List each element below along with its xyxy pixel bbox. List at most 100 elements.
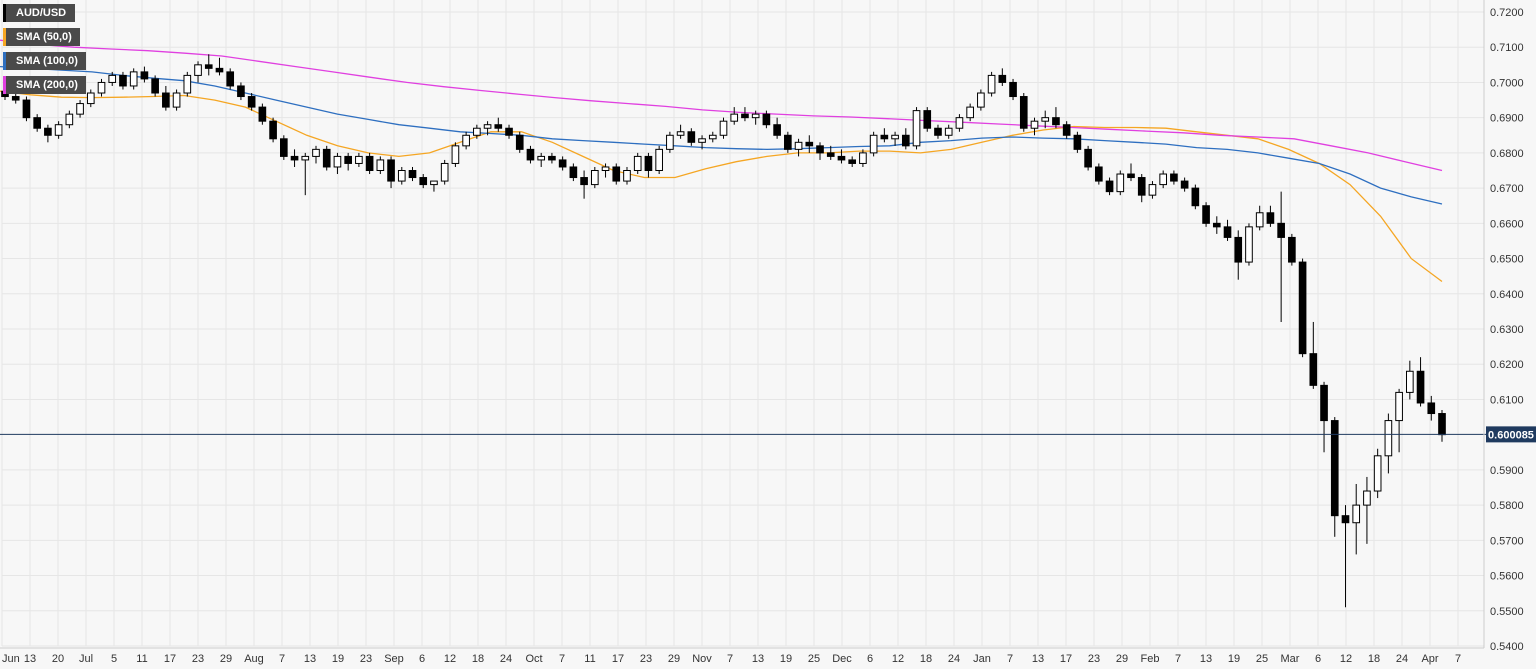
- candle[interactable]: [108, 71, 117, 86]
- candle[interactable]: [837, 149, 846, 164]
- legend-symbol[interactable]: AUD/USD: [3, 4, 75, 22]
- candle[interactable]: [612, 163, 621, 185]
- candle[interactable]: [462, 131, 470, 150]
- candle[interactable]: [762, 110, 771, 129]
- candle[interactable]: [666, 131, 674, 153]
- candle[interactable]: [86, 89, 95, 108]
- candle[interactable]: [494, 117, 503, 132]
- candle[interactable]: [237, 82, 245, 101]
- candle[interactable]: [1298, 258, 1307, 358]
- candle[interactable]: [1427, 395, 1436, 421]
- candle[interactable]: [537, 152, 546, 167]
- candle[interactable]: [1062, 121, 1071, 139]
- candle[interactable]: [1438, 410, 1446, 442]
- candle[interactable]: [1416, 357, 1425, 407]
- candle[interactable]: [430, 180, 438, 192]
- candle[interactable]: [162, 85, 170, 111]
- candle[interactable]: [258, 103, 267, 125]
- candle[interactable]: [376, 156, 385, 175]
- candle[interactable]: [1406, 360, 1414, 400]
- candle[interactable]: [601, 163, 610, 178]
- candle[interactable]: [215, 57, 224, 76]
- candle[interactable]: [805, 135, 814, 153]
- candle[interactable]: [65, 110, 74, 129]
- candle[interactable]: [794, 138, 803, 157]
- candle[interactable]: [226, 68, 235, 90]
- candle[interactable]: [590, 166, 599, 189]
- candle[interactable]: [912, 107, 921, 150]
- candle[interactable]: [119, 71, 127, 90]
- candle[interactable]: [1384, 413, 1393, 474]
- candle[interactable]: [344, 152, 352, 171]
- candle[interactable]: [408, 166, 417, 182]
- candle[interactable]: [826, 145, 835, 160]
- candle[interactable]: [1127, 163, 1135, 182]
- candle[interactable]: [848, 156, 857, 167]
- candle[interactable]: [1363, 476, 1371, 544]
- candle[interactable]: [290, 149, 299, 167]
- candle[interactable]: [1330, 417, 1339, 537]
- candle[interactable]: [1373, 448, 1382, 499]
- candle[interactable]: [1105, 177, 1114, 196]
- candle[interactable]: [172, 89, 181, 111]
- candle[interactable]: [859, 149, 867, 167]
- candle[interactable]: [1009, 78, 1017, 101]
- candle[interactable]: [419, 174, 428, 189]
- candle[interactable]: [816, 142, 824, 160]
- candle[interactable]: [955, 114, 964, 132]
- candle[interactable]: [751, 110, 760, 125]
- candle[interactable]: [1395, 388, 1403, 453]
- candle[interactable]: [387, 156, 395, 189]
- candle[interactable]: [1041, 110, 1050, 129]
- candle[interactable]: [633, 152, 642, 175]
- candle[interactable]: [247, 93, 256, 111]
- candle[interactable]: [784, 131, 792, 153]
- candle[interactable]: [1137, 174, 1146, 203]
- legend-sma100[interactable]: SMA (100,0): [3, 52, 86, 70]
- candle[interactable]: [204, 54, 213, 76]
- candle[interactable]: [998, 68, 1007, 86]
- candle[interactable]: [708, 131, 717, 143]
- candle[interactable]: [687, 128, 696, 146]
- candle[interactable]: [1191, 184, 1200, 210]
- candle[interactable]: [269, 117, 277, 143]
- candle[interactable]: [1019, 93, 1028, 132]
- candle[interactable]: [140, 66, 149, 83]
- candle[interactable]: [301, 152, 310, 196]
- candle[interactable]: [1277, 191, 1285, 322]
- legend-sma50[interactable]: SMA (50,0): [3, 28, 80, 46]
- candle[interactable]: [76, 100, 84, 118]
- candle[interactable]: [473, 124, 481, 139]
- candle[interactable]: [655, 145, 663, 175]
- candle[interactable]: [1202, 202, 1210, 227]
- candle[interactable]: [934, 124, 942, 139]
- candle[interactable]: [580, 170, 588, 199]
- candle[interactable]: [698, 135, 706, 150]
- candle[interactable]: [730, 107, 739, 125]
- candle[interactable]: [869, 131, 878, 157]
- candle[interactable]: [151, 75, 159, 97]
- candle[interactable]: [676, 124, 685, 139]
- candle[interactable]: [451, 142, 460, 167]
- candle[interactable]: [1116, 170, 1125, 196]
- candle[interactable]: [1234, 230, 1243, 280]
- candle[interactable]: [1148, 181, 1157, 199]
- candle[interactable]: [1052, 107, 1060, 129]
- candle[interactable]: [1084, 145, 1092, 171]
- candle[interactable]: [1212, 216, 1221, 234]
- candle[interactable]: [623, 166, 631, 185]
- candle[interactable]: [773, 117, 781, 139]
- candle-layer[interactable]: [1, 54, 1446, 608]
- candle[interactable]: [1223, 219, 1232, 241]
- candle[interactable]: [194, 61, 202, 83]
- candle[interactable]: [22, 96, 31, 122]
- candle[interactable]: [1309, 321, 1318, 389]
- candle[interactable]: [1170, 170, 1178, 185]
- candle[interactable]: [987, 71, 996, 97]
- candle[interactable]: [515, 131, 524, 153]
- candle[interactable]: [880, 128, 889, 143]
- candle[interactable]: [33, 114, 41, 132]
- candle[interactable]: [569, 163, 578, 182]
- candle[interactable]: [1255, 205, 1264, 231]
